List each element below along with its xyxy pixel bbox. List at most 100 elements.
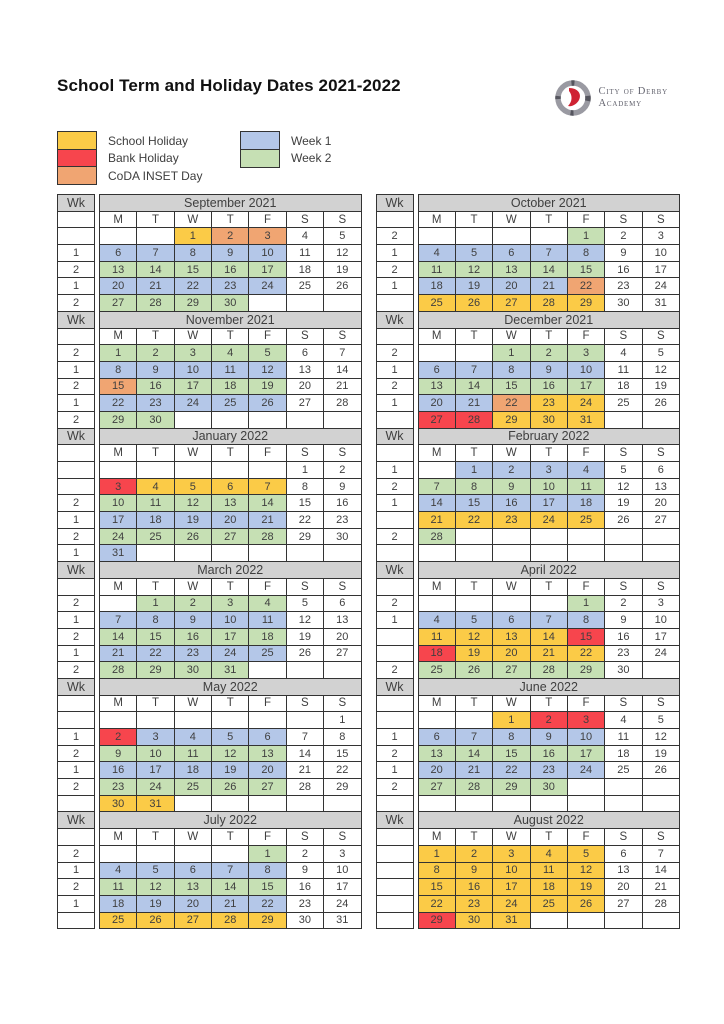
day-cell — [173, 461, 213, 479]
day-cell: 23 — [454, 894, 494, 913]
day-cell — [173, 410, 213, 429]
week-number-cell: 1 — [57, 761, 95, 780]
day-cell — [248, 461, 287, 479]
day-cell: 10 — [98, 494, 138, 513]
day-cell: 12 — [285, 611, 325, 629]
day-cell: 14 — [323, 360, 362, 379]
day-cell: 21 — [454, 761, 494, 780]
day-cell: 25 — [604, 394, 643, 412]
day-cell: 21 — [641, 878, 681, 896]
day-cell: 22 — [173, 277, 213, 296]
week-number-cell: 1 — [375, 611, 414, 629]
day-cell: 28 — [641, 894, 681, 913]
day-cell: 24 — [248, 277, 287, 296]
day-cell — [454, 794, 494, 813]
day-cell: 18 — [285, 260, 325, 279]
day-cell: 9 — [529, 360, 568, 379]
day-of-week-header: T — [136, 210, 175, 229]
day-cell: 29 — [323, 778, 362, 796]
day-cell: 5 — [323, 227, 362, 246]
day-cell: 24 — [641, 644, 681, 663]
day-cell: 30 — [211, 294, 250, 312]
day-cell: 10 — [173, 360, 213, 379]
day-cell: 19 — [211, 761, 250, 780]
day-cell — [529, 527, 568, 546]
day-cell: 24 — [98, 527, 138, 546]
day-cell: 20 — [492, 277, 531, 296]
week-number-cell — [375, 511, 414, 529]
day-cell: 7 — [98, 611, 138, 629]
wk-blank-cell — [375, 210, 414, 229]
day-cell: 1 — [136, 594, 175, 613]
day-cell: 20 — [417, 761, 456, 780]
week-number-cell — [375, 844, 414, 863]
day-cell: 12 — [323, 244, 362, 262]
day-cell: 22 — [98, 394, 138, 412]
day-cell — [98, 594, 138, 613]
day-of-week-header: F — [566, 327, 606, 346]
day-of-week-header: F — [566, 694, 606, 713]
day-cell: 19 — [604, 494, 643, 513]
day-cell — [641, 661, 681, 679]
wk-header-cell: Wk — [375, 310, 414, 329]
day-cell: 17 — [136, 761, 175, 780]
day-cell: 19 — [566, 878, 606, 896]
day-cell: 13 — [173, 878, 213, 896]
day-of-week-header: W — [492, 828, 531, 846]
wk-blank-cell — [57, 327, 95, 346]
day-of-week-header: W — [173, 694, 213, 713]
day-cell: 28 — [529, 294, 568, 312]
day-cell: 10 — [566, 360, 606, 379]
wk-blank-cell — [375, 694, 414, 713]
day-cell: 18 — [248, 627, 287, 646]
day-cell: 30 — [454, 911, 494, 930]
day-of-week-header: S — [323, 210, 362, 229]
day-cell — [454, 711, 494, 729]
week-number-cell: 1 — [375, 277, 414, 296]
day-cell: 11 — [136, 494, 175, 513]
day-of-week-header: M — [98, 327, 138, 346]
day-cell: 29 — [566, 294, 606, 312]
day-cell: 31 — [211, 661, 250, 679]
day-cell — [136, 711, 175, 729]
day-cell: 3 — [529, 461, 568, 479]
day-cell: 23 — [211, 277, 250, 296]
day-cell: 19 — [323, 260, 362, 279]
week-number-cell — [375, 294, 414, 312]
day-cell: 6 — [98, 244, 138, 262]
day-cell: 8 — [173, 244, 213, 262]
legend-label: CoDA INSET Day — [108, 168, 203, 183]
day-cell: 4 — [604, 344, 643, 362]
day-cell: 28 — [285, 778, 325, 796]
day-cell: 22 — [136, 644, 175, 663]
day-cell: 16 — [323, 494, 362, 513]
day-of-week-header: W — [173, 828, 213, 846]
day-of-week-header: T — [529, 828, 568, 846]
day-of-week-header: S — [323, 444, 362, 462]
day-cell: 16 — [492, 494, 531, 513]
day-cell: 25 — [136, 527, 175, 546]
day-of-week-header: W — [173, 327, 213, 346]
day-cell: 30 — [604, 661, 643, 679]
day-of-week-header: W — [173, 577, 213, 596]
day-of-week-header: T — [454, 694, 494, 713]
week-number-cell — [375, 544, 414, 563]
week-number-table-right: Wk 2 1 2 1 Wk 2 1 2 1 Wk 1 2 1 2 Wk 2 1 2 Wk 1 2 1 2 Wk — [375, 194, 414, 930]
day-cell — [98, 227, 138, 246]
week-number-cell: 1 — [57, 511, 95, 529]
week-number-cell: 2 — [375, 527, 414, 546]
day-cell: 30 — [529, 778, 568, 796]
day-cell: 13 — [417, 744, 456, 763]
day-of-week-header: M — [417, 210, 456, 229]
week-number-cell: 2 — [57, 844, 95, 863]
day-cell — [248, 794, 287, 813]
month-title: June 2022 — [417, 677, 680, 696]
wk-blank-cell — [57, 577, 95, 596]
day-cell — [641, 410, 681, 429]
day-cell: 6 — [417, 728, 456, 746]
calendar-grid: Wk 1 2 1 2 Wk 2 1 2 1 2 Wk 2 1 2 1 Wk 2 1 2 1 2 Wk 1 2 1 2 Wk 2 1 2 1 S… — [57, 194, 681, 930]
day-cell — [417, 227, 456, 246]
day-cell: 3 — [323, 844, 362, 863]
day-cell: 18 — [604, 377, 643, 396]
day-of-week-header: M — [98, 828, 138, 846]
